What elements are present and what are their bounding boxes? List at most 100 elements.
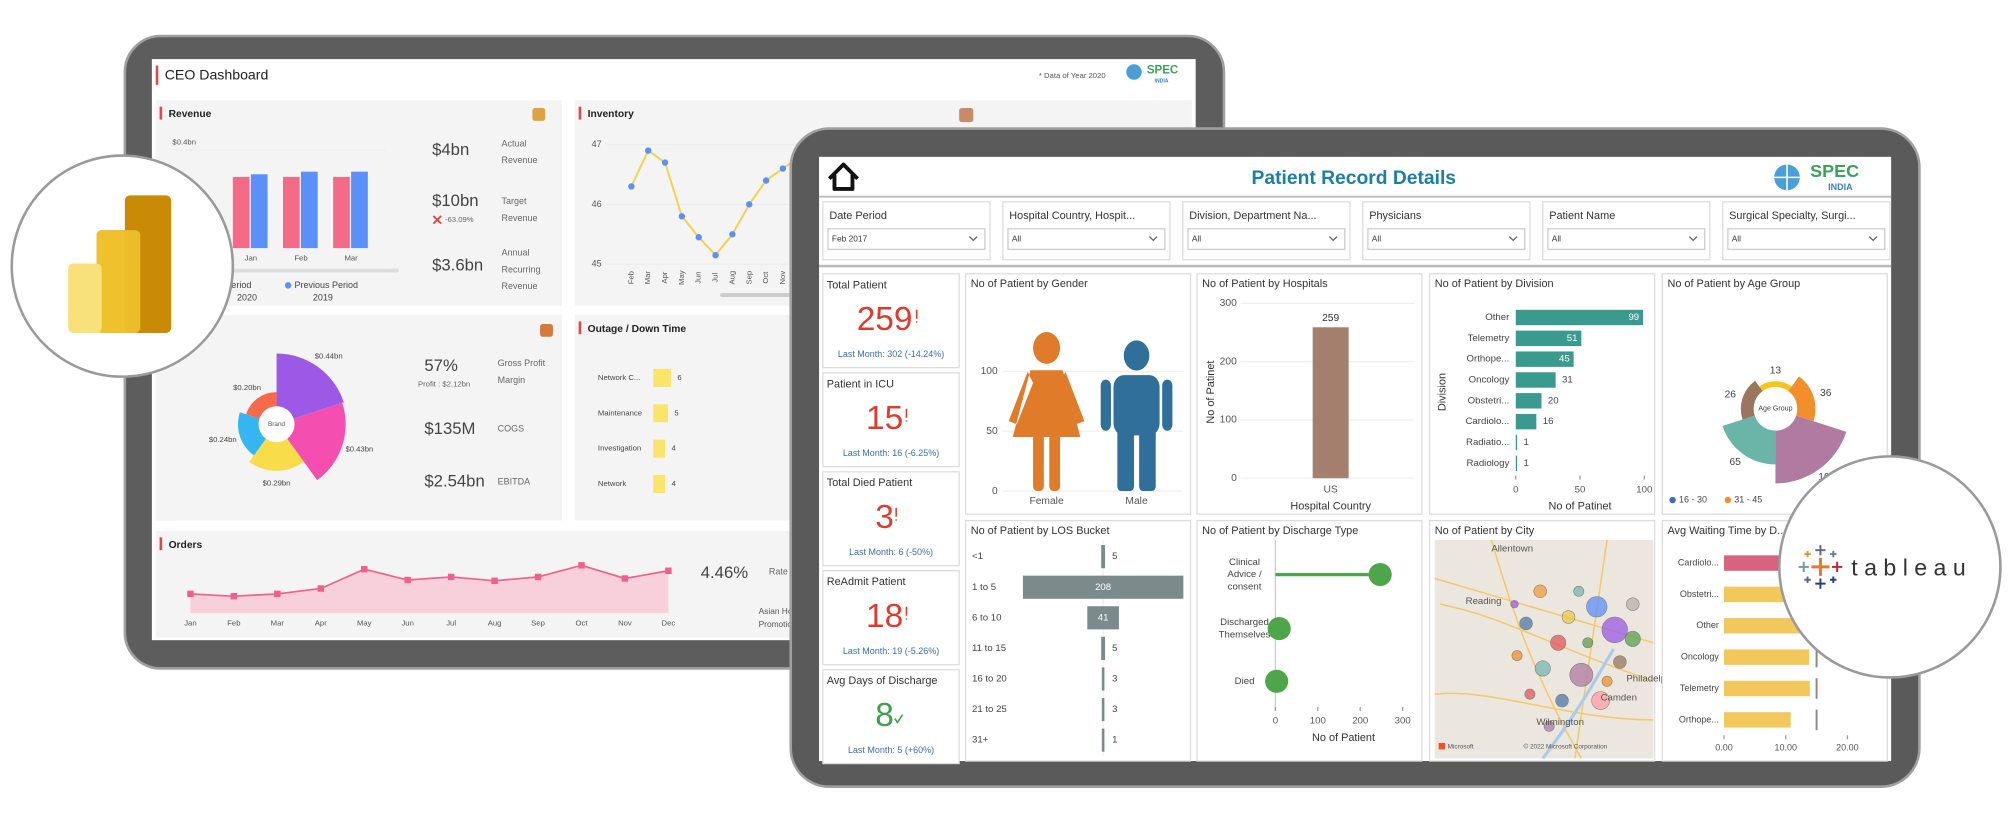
x-tick-label: Oct bbox=[575, 618, 588, 627]
map-bubble bbox=[1519, 616, 1533, 631]
figure-leg bbox=[1049, 433, 1061, 492]
point bbox=[712, 251, 719, 259]
line bbox=[190, 564, 669, 598]
x-tick-label: Aug bbox=[488, 618, 502, 627]
figure-arm bbox=[1162, 379, 1173, 431]
y-tick-label: 0 bbox=[1231, 473, 1237, 484]
data-label: $0.20bn bbox=[233, 383, 261, 392]
kpi-title: Patient in ICU bbox=[827, 378, 894, 390]
point bbox=[578, 562, 585, 569]
bar bbox=[653, 439, 666, 458]
kpi-value: 57% bbox=[424, 356, 458, 375]
panel-icon bbox=[959, 107, 974, 123]
point bbox=[628, 183, 635, 190]
kpi-title: ReAdmit Patient bbox=[827, 576, 906, 588]
y-tick-label: Obstetri... bbox=[1680, 589, 1719, 599]
map-bubble bbox=[1582, 637, 1594, 649]
y-tick-label: Telemetry bbox=[1680, 683, 1719, 693]
dropdown[interactable] bbox=[1007, 228, 1166, 251]
map-place: Camden bbox=[1601, 693, 1637, 704]
y-tick-label: 1 to 5 bbox=[972, 582, 996, 593]
kpi-icon bbox=[894, 714, 904, 724]
x-tick-label: Mar bbox=[643, 271, 652, 285]
logo-globe-lines bbox=[1774, 164, 1800, 191]
chevron bbox=[1508, 236, 1518, 242]
dropdown[interactable] bbox=[1187, 228, 1346, 251]
rose-slice bbox=[276, 353, 344, 425]
x-tick-label: Jun bbox=[401, 618, 413, 627]
y-tick-label: Advice / bbox=[1227, 569, 1262, 580]
x-tick-label: Feb bbox=[227, 618, 240, 627]
y-tick-label: Radiology bbox=[1467, 458, 1510, 469]
chart-title: No of Patient by City bbox=[1435, 525, 1535, 537]
y-tick-label: Network bbox=[598, 479, 626, 488]
tableau-logo-cross bbox=[1804, 576, 1811, 583]
map-bubble bbox=[1555, 693, 1569, 708]
lollipop-dot bbox=[1267, 617, 1291, 641]
dropdown-value: All bbox=[1732, 233, 1741, 243]
tableau-logo-cross bbox=[1830, 576, 1837, 583]
kpi-value: 18 bbox=[866, 598, 903, 635]
data-label: 4 bbox=[671, 444, 676, 453]
dropdown[interactable] bbox=[1547, 228, 1706, 251]
dropdown[interactable] bbox=[1367, 228, 1526, 251]
area bbox=[190, 565, 669, 614]
home-icon bbox=[827, 162, 859, 191]
y-tick-label: 16 to 20 bbox=[972, 674, 1007, 685]
data-label: 31 bbox=[1562, 375, 1573, 386]
accent-bar bbox=[578, 321, 582, 335]
tableau-logo-cross bbox=[1811, 557, 1830, 576]
kpi-label: Target bbox=[502, 196, 527, 206]
y-tick-label: 45 bbox=[592, 259, 602, 269]
map-river bbox=[1541, 648, 1615, 760]
bar bbox=[653, 404, 668, 423]
tableau-logo-cross bbox=[1815, 545, 1826, 556]
change-icon bbox=[432, 215, 442, 225]
y-tick-label: 50 bbox=[986, 426, 998, 437]
kpi-value: 4.46% bbox=[701, 563, 749, 582]
panel-title: Outage / Down Time bbox=[588, 324, 687, 335]
kpi-last: Last Month: 16 (-6.25%) bbox=[843, 448, 939, 458]
legend-marker bbox=[1724, 496, 1732, 504]
chevron bbox=[968, 236, 978, 242]
bar bbox=[1101, 728, 1105, 752]
y-tick-label: Discharged bbox=[1220, 617, 1269, 628]
y-tick-label: 100 bbox=[981, 366, 998, 377]
note: Promotion bbox=[759, 619, 797, 629]
bar bbox=[1515, 393, 1542, 409]
x-tick-label: Female bbox=[1029, 496, 1064, 507]
data-label: 208 bbox=[1095, 582, 1111, 593]
filter-label: Surgical Specialty, Surgi... bbox=[1729, 210, 1856, 222]
map-credit: © 2022 Microsoft Corporation bbox=[1523, 743, 1607, 751]
data-label: 4 bbox=[671, 479, 676, 488]
x-tick-label: 50 bbox=[1575, 484, 1586, 495]
map-brand-icon bbox=[1438, 743, 1446, 750]
dropdown[interactable] bbox=[827, 228, 986, 251]
powerbi-logo-bar bbox=[96, 230, 141, 333]
rose-slice bbox=[1775, 408, 1847, 484]
x-tick-label: Nov bbox=[778, 271, 787, 285]
map-bubble bbox=[1534, 660, 1551, 677]
dropdown[interactable] bbox=[1727, 228, 1886, 251]
y-tick-label: Cardiolo... bbox=[1465, 416, 1509, 427]
x-tick-label: Jun bbox=[694, 271, 703, 283]
center-label: Brand bbox=[268, 421, 286, 428]
x-tick-label: Mar bbox=[344, 253, 358, 262]
logo-text: SPEC bbox=[1810, 161, 1859, 181]
bar bbox=[1515, 330, 1582, 347]
filter-label: Physicians bbox=[1369, 210, 1422, 222]
axis-label: No of Patinet bbox=[1205, 361, 1217, 424]
y-tick-label: 100 bbox=[1220, 415, 1237, 426]
data-label: 26 bbox=[1725, 390, 1737, 401]
axis-label: Division bbox=[1436, 373, 1448, 411]
kpi-value: $10bn bbox=[432, 191, 478, 210]
legend-label: Previous Period bbox=[295, 280, 358, 290]
bar bbox=[1515, 372, 1556, 388]
y-tick-label: Themselves bbox=[1219, 629, 1271, 640]
x-tick-label: Sep bbox=[744, 271, 753, 285]
bar bbox=[1022, 575, 1184, 599]
point bbox=[534, 573, 542, 581]
y-tick-label: 47 bbox=[592, 139, 602, 149]
data-label: 1 bbox=[1523, 437, 1528, 448]
x-tick-label: 300 bbox=[1395, 716, 1411, 727]
